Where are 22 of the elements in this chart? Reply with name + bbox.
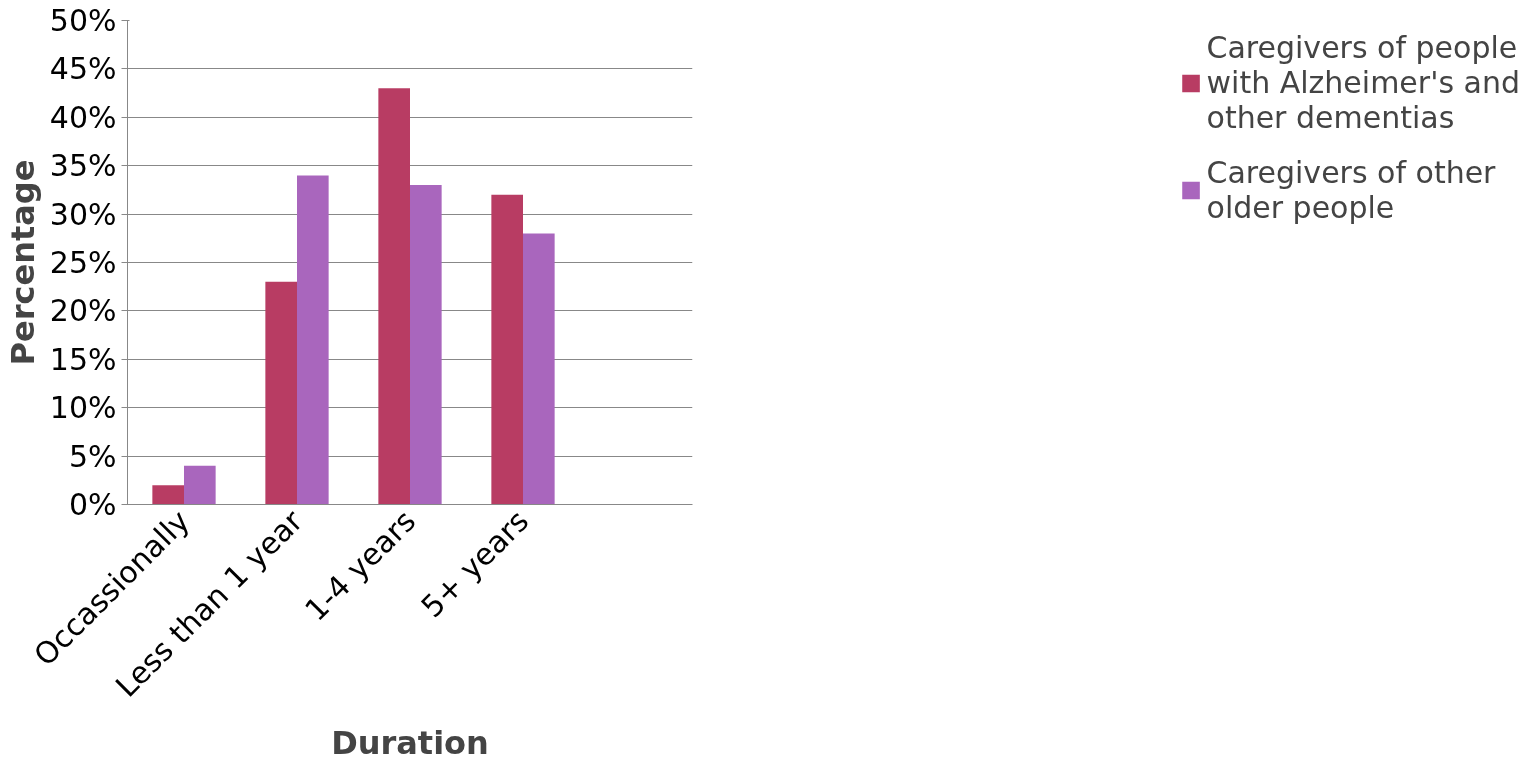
bar [297,175,329,505]
y-tick-label: 15% [49,341,117,377]
y-tick-label: 10% [49,390,117,426]
y-tick-label: 5% [68,438,117,474]
bar [491,194,523,505]
y-tick-label: 20% [49,293,117,329]
legend-label: Caregivers of people with Alzheimer's and other dementias [1206,30,1520,135]
y-tick-label: 45% [49,51,117,87]
y-tick-label: 40% [49,99,117,135]
y-tick-label: 50% [49,3,117,38]
y-tick-label: 30% [49,196,117,232]
bar [152,485,184,505]
bar [523,233,555,505]
y-tick-label: 35% [49,148,117,184]
legend-label: Caregivers of other older people [1206,155,1496,225]
bar [410,185,442,505]
bar [378,88,410,505]
y-axis-title: Percentage [3,159,42,366]
y-tick-label: 25% [49,245,117,280]
bar [184,465,216,505]
x-axis-title: Duration [331,724,489,763]
bar [265,281,297,505]
